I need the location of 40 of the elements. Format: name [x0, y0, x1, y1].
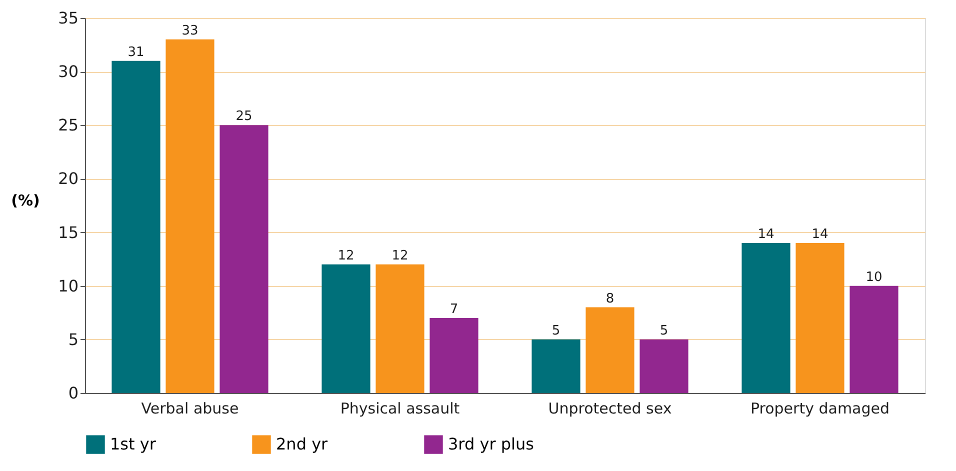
- bar: [796, 243, 844, 393]
- bar: [112, 60, 160, 393]
- y-axis-title: (%): [11, 192, 40, 210]
- bar: [376, 264, 424, 393]
- data-label: 10: [866, 270, 882, 285]
- bar: [850, 286, 898, 393]
- legend-label: 3rd yr plus: [448, 434, 534, 454]
- bar: [220, 125, 268, 393]
- y-tick-label: 15: [58, 222, 78, 242]
- data-label: 8: [606, 291, 614, 306]
- y-tick-label: 35: [58, 8, 78, 28]
- y-tick-label: 30: [58, 62, 78, 82]
- data-label: 7: [450, 302, 458, 317]
- data-label: 5: [552, 323, 560, 338]
- data-label: 14: [812, 227, 828, 242]
- bar: [742, 243, 790, 393]
- legend-label: 1st yr: [110, 434, 156, 454]
- data-label: 33: [182, 23, 198, 38]
- data-label: 12: [392, 248, 408, 264]
- y-tick-label: 10: [58, 276, 78, 296]
- data-label: 14: [758, 227, 774, 242]
- bar: [586, 307, 634, 393]
- bar: [640, 339, 688, 393]
- bar: [532, 339, 580, 393]
- y-tick-label: 5: [68, 330, 78, 349]
- data-label: 5: [660, 323, 668, 338]
- data-label: 12: [338, 248, 354, 264]
- legend-label: 2nd yr: [276, 434, 328, 454]
- y-tick-label: 20: [58, 169, 78, 188]
- y-tick-label: 0: [68, 384, 78, 402]
- data-label: 25: [236, 109, 252, 124]
- x-tick-label: Property damaged: [750, 400, 890, 418]
- x-tick-label: Unprotected sex: [548, 400, 672, 418]
- data-label: 31: [128, 44, 144, 60]
- bar: [322, 264, 370, 393]
- x-tick-label: Verbal abuse: [141, 400, 239, 418]
- bar: [166, 39, 214, 393]
- x-tick-label: Physical assault: [340, 400, 460, 418]
- bar: [430, 318, 478, 393]
- y-tick-label: 25: [58, 116, 78, 135]
